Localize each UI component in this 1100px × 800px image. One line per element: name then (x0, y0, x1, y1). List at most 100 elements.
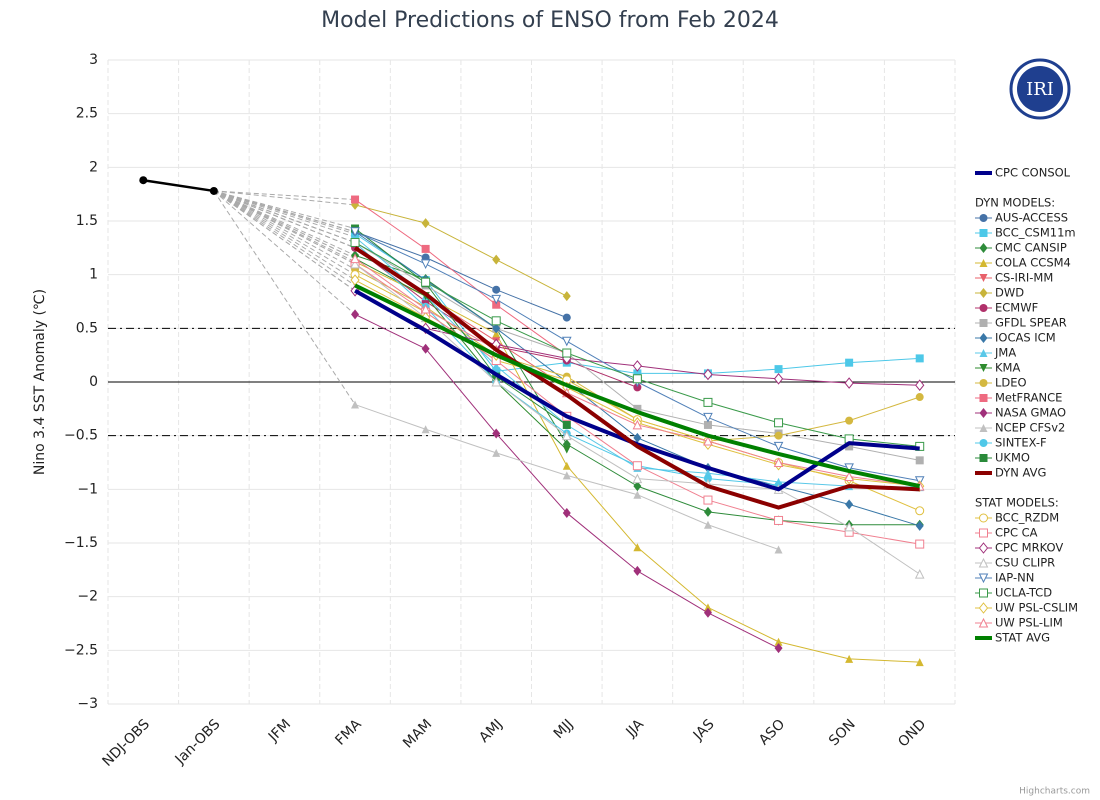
marker (703, 520, 712, 529)
legend-label: JMA (994, 346, 1016, 360)
marker (979, 259, 988, 267)
legend-item: BCC_CSM11m (975, 226, 1076, 240)
marker (979, 288, 988, 298)
marker (492, 367, 501, 376)
y-tick-label: −2.5 (64, 642, 98, 658)
marker (633, 404, 642, 413)
legend-item: ECMWF (975, 301, 1038, 315)
marker (703, 506, 712, 517)
x-tick-label: JAS (690, 716, 718, 744)
marker (703, 412, 713, 423)
marker (844, 521, 854, 532)
legend-label: BCC_RZDM (995, 511, 1059, 525)
marker (915, 393, 924, 402)
series-line (354, 283, 921, 489)
marker (979, 394, 988, 402)
marker (915, 539, 925, 549)
marker (421, 244, 430, 253)
y-tick-label: −1.5 (64, 535, 98, 551)
marker (844, 463, 854, 473)
legend-label: STAT AVG (995, 631, 1050, 645)
marker (632, 473, 643, 484)
marker (562, 507, 571, 518)
legend-item: CPC CONSOL (975, 166, 1071, 180)
logo-disc (1017, 66, 1063, 112)
marker (914, 569, 925, 579)
marker (633, 481, 642, 492)
marker (703, 495, 713, 505)
logo-text: IRI (1026, 79, 1054, 100)
x-tick-label: AMJ (476, 716, 506, 746)
y-tick-label: 2.5 (76, 106, 98, 122)
legend-item: CPC CA (975, 526, 1038, 540)
marker (492, 428, 501, 439)
marker (491, 316, 501, 326)
legend-label: IOCAS ICM (995, 331, 1056, 345)
marker (773, 372, 784, 385)
marker (351, 400, 360, 409)
connector (213, 190, 356, 281)
legend-label: UKMO (995, 451, 1030, 465)
marker (420, 259, 431, 270)
legend-label: CPC MRKOV (995, 541, 1063, 555)
marker (978, 573, 989, 584)
x-tick-label: SON (826, 716, 859, 749)
marker (561, 430, 572, 441)
legend-item: CS-IRI-MM (975, 271, 1053, 285)
marker (562, 291, 571, 302)
marker (561, 336, 572, 347)
marker (773, 441, 784, 452)
legend-label: LDEO (995, 376, 1027, 390)
legend-item: IAP-NN (975, 571, 1034, 585)
legend-item: UKMO (975, 451, 1030, 465)
marker (915, 520, 924, 531)
legend-label: GFDL SPEAR (995, 316, 1067, 330)
marker (979, 349, 988, 357)
marker (978, 602, 989, 614)
y-tick-label: 1 (89, 267, 98, 283)
marker (774, 418, 784, 428)
y-tick-label: 0.5 (76, 320, 98, 336)
marker (774, 515, 784, 525)
marker (978, 557, 989, 568)
legend-label: SINTEX-F (995, 436, 1047, 450)
legend-item: AUS-ACCESS (975, 211, 1068, 225)
x-tick-label: FMA (332, 716, 365, 749)
x-tick-label: Jan-OBS (172, 716, 224, 768)
marker (979, 439, 988, 447)
legend-label: NASA GMAO (995, 406, 1066, 420)
marker (492, 329, 501, 338)
marker (979, 513, 988, 523)
x-tick-label: MAM (400, 716, 435, 751)
marker (350, 258, 360, 269)
legend-label: CPC CONSOL (995, 166, 1071, 180)
marker (350, 253, 360, 264)
legend-label: MetFRANCE (995, 391, 1062, 405)
legend-item: SINTEX-F (975, 436, 1047, 450)
connector (213, 190, 356, 263)
y-tick-label: −1 (77, 481, 98, 497)
marker (350, 274, 360, 286)
series-line (354, 199, 568, 356)
marker (421, 218, 430, 229)
x-tick-label: OND (895, 716, 929, 750)
legend-label: BCC_CSM11m (995, 226, 1076, 240)
legend-label: CSU CLIPR (995, 556, 1055, 570)
marker (421, 425, 430, 434)
legend-item: CPC MRKOV (975, 541, 1063, 555)
connector (213, 190, 356, 260)
marker (703, 435, 713, 446)
marker (979, 214, 988, 222)
marker (492, 254, 501, 265)
marker (845, 442, 854, 451)
connector (213, 190, 356, 235)
legend-label: CMC CANSIP (995, 241, 1067, 255)
marker (979, 454, 988, 462)
connector (213, 190, 356, 270)
marker (421, 343, 430, 354)
legend-item: DWD (975, 286, 1024, 300)
marker (844, 471, 854, 481)
legend-item: UCLA-TCD (975, 586, 1052, 600)
x-tick-label: NDJ-OBS (99, 716, 153, 770)
